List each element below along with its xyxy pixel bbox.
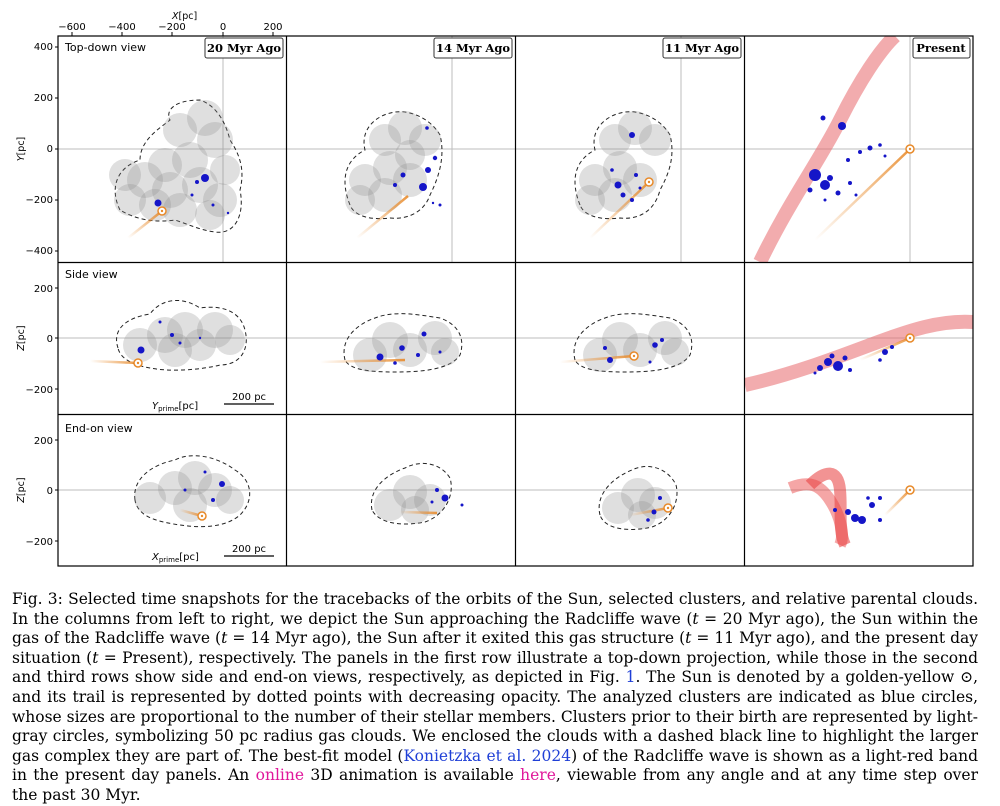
row2-y-axis: Z[pc] 200 0 −200 <box>16 284 58 396</box>
y-tick: 0 <box>47 144 53 155</box>
badge-11-myr: 11 Myr Ago <box>662 37 742 59</box>
row2-y-label: Z[pc] <box>16 325 27 351</box>
scale-bar: 200 pc <box>224 544 274 557</box>
gas-cloud-complex <box>109 99 243 233</box>
scale-bar: 200 pc <box>224 392 274 405</box>
row3-y-axis: Z[pc] 200 0 −200 <box>16 436 58 548</box>
row-title-top-down: Top-down view <box>64 41 146 54</box>
top-tick: 0 <box>220 22 226 33</box>
badge-present: Present <box>912 37 971 59</box>
top-tick: −400 <box>108 22 135 33</box>
y-tick: −200 <box>26 537 53 548</box>
top-x-axis: X[pc] −600 −400 −200 0 200 <box>58 11 283 36</box>
gas-cloud-complex <box>344 111 443 220</box>
gas-cloud-complex <box>370 462 452 525</box>
y-tick: 400 <box>34 42 53 53</box>
sun-symbol <box>197 511 207 521</box>
sun-symbol <box>905 485 915 495</box>
svg-text:14 Myr Ago: 14 Myr Ago <box>436 41 510 55</box>
sun-trail <box>319 358 406 364</box>
gas-cloud-complex <box>598 466 678 530</box>
gas-cloud-complex <box>574 111 673 220</box>
gas-cloud-complex <box>116 299 247 371</box>
gas-cloud-complex <box>343 313 463 373</box>
sun-trail <box>89 359 139 365</box>
badge-20-myr: 20 Myr Ago <box>204 37 284 59</box>
row3-y-label: Z[pc] <box>16 477 27 503</box>
top-axis-label: X[pc] <box>171 11 197 22</box>
row1-y-axis: Y[pc] 400 200 0 −200 −400 <box>16 42 58 257</box>
row-title-side: Side view <box>65 268 118 281</box>
y-tick: 200 <box>34 93 53 104</box>
sun-trail <box>814 148 911 241</box>
sun-symbol <box>663 503 673 513</box>
row1-y-label: Y[pc] <box>16 137 27 161</box>
top-tick: −200 <box>158 22 185 33</box>
cluster-markers <box>137 320 202 354</box>
y-tick: 200 <box>34 284 53 295</box>
online-link[interactable]: online <box>255 766 305 785</box>
gas-cloud-complex <box>134 455 250 528</box>
y-tick: −400 <box>26 246 53 257</box>
sun-symbol <box>629 351 639 361</box>
cluster-markers <box>833 496 882 524</box>
sun-trail <box>399 510 438 515</box>
cluster-markers <box>154 174 230 215</box>
figure-caption: Fig. 3: Selected time snapshots for the … <box>12 590 979 804</box>
radcliffe-wave-band <box>753 36 900 262</box>
figure-panel-grid: X[pc] −600 −400 −200 0 200 Y[pc] 400 200… <box>16 11 974 567</box>
radcliffe-wave-band <box>787 467 851 548</box>
svg-text:11 Myr Ago: 11 Myr Ago <box>665 41 739 55</box>
y-tick: 200 <box>34 436 53 447</box>
sun-trail <box>559 354 635 364</box>
top-tick: 200 <box>263 22 282 33</box>
figure-svg: X[pc] −600 −400 −200 0 200 Y[pc] 400 200… <box>16 11 974 567</box>
svg-text:Present: Present <box>916 41 966 55</box>
svg-text:200 pc: 200 pc <box>232 544 266 555</box>
cluster-markers <box>813 345 894 375</box>
y-tick: −200 <box>26 385 53 396</box>
sun-symbol <box>133 358 143 368</box>
badge-14-myr: 14 Myr Ago <box>433 37 513 59</box>
y-tick: −200 <box>26 195 53 206</box>
cluster-markers <box>376 331 442 365</box>
sun-symbol <box>905 333 915 343</box>
row-title-end-on: End-on view <box>65 422 133 435</box>
cluster-markers <box>603 338 664 364</box>
figure-reference-link[interactable]: 1 <box>625 668 636 687</box>
cluster-markers <box>430 488 464 507</box>
sun-symbol <box>157 206 167 216</box>
citation-link[interactable]: Konietzka et al. 2024 <box>403 746 572 765</box>
radcliffe-wave-band <box>745 314 973 392</box>
endon-axis-label: Xprime[pc] <box>151 552 199 564</box>
sun-trail <box>127 210 163 239</box>
panel-frames <box>57 35 974 567</box>
sun-symbol <box>644 177 654 187</box>
top-tick: −600 <box>58 22 85 33</box>
y-tick: 0 <box>47 334 53 345</box>
cluster-markers <box>183 470 225 502</box>
sun-trail <box>629 506 669 517</box>
svg-text:200 pc: 200 pc <box>232 392 266 403</box>
side-axis-label: Yprime[pc] <box>152 401 198 413</box>
sun-trail <box>356 195 409 239</box>
svg-text:20 Myr Ago: 20 Myr Ago <box>207 41 281 55</box>
cluster-markers <box>393 126 442 207</box>
gas-cloud-complex <box>573 313 693 373</box>
sun-trail <box>589 181 650 239</box>
sun-symbol <box>905 144 915 154</box>
sun-trail <box>884 489 911 516</box>
here-link[interactable]: here <box>520 766 556 785</box>
y-tick: 0 <box>47 486 53 497</box>
cluster-markers <box>646 496 662 522</box>
cluster-markers <box>807 115 887 202</box>
cluster-markers <box>610 132 642 202</box>
